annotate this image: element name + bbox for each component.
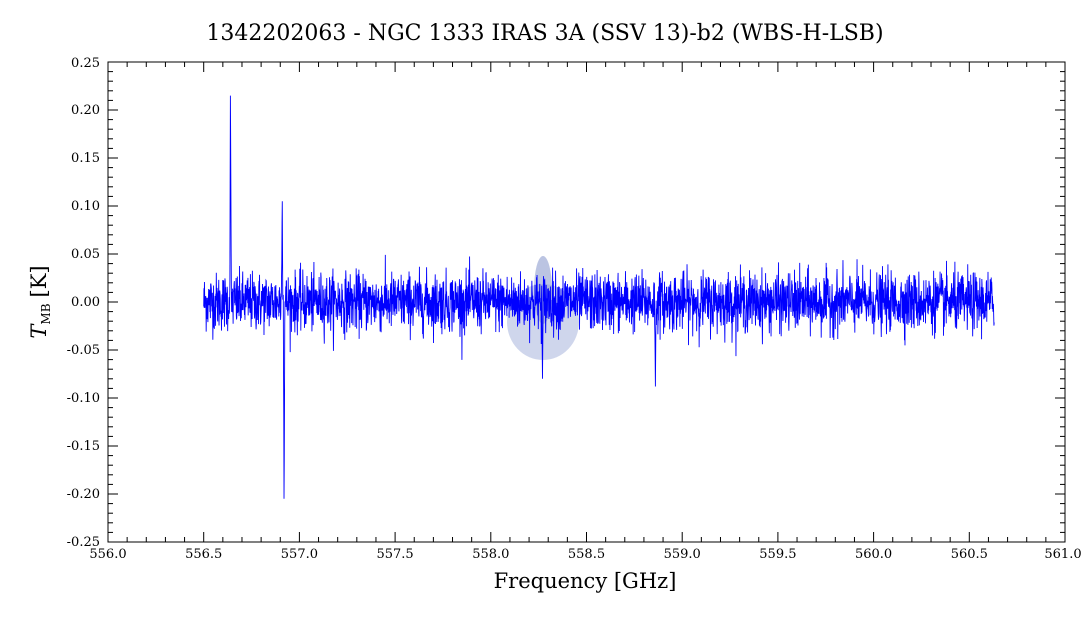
y-tick-label: -0.20 [67,487,100,502]
chart-title: 1342202063 - NGC 1333 IRAS 3A (SSV 13)-b… [206,21,883,46]
x-axis-label: Frequency [GHz] [494,569,677,593]
x-tick-labels: 556.0 556.5 557.0 557.5 558.0 558.5 559.… [89,547,1081,562]
x-tick-label: 560.0 [855,547,892,562]
x-tick-label: 558.0 [472,547,509,562]
x-tick-label: 558.5 [568,547,605,562]
spectrum-layer [203,95,995,499]
y-tick-label: 0.00 [71,295,100,310]
svg-text:TMB[K]: TMB [K] [27,265,53,338]
y-tick-label: -0.05 [67,343,100,358]
y-tick-labels: -0.25 -0.20 -0.15 -0.10 -0.05 0.00 0.05 … [67,56,100,550]
y-axis-label-sub: MB [39,303,53,324]
y-axis-label-main: T [27,323,51,339]
y-tick-label: 0.05 [71,247,100,262]
y-tick-label: 0.20 [71,103,100,118]
y-tick-label: 0.15 [71,151,100,166]
x-tick-label: 560.5 [951,547,988,562]
x-tick-label: 561.0 [1044,547,1081,562]
y-tick-label: -0.10 [67,391,100,406]
y-tick-label: -0.25 [67,535,100,550]
x-tick-label: 557.0 [281,547,318,562]
spectrum-line [203,95,995,499]
tick-marks [107,61,1066,543]
x-tick-label: 557.5 [376,547,413,562]
x-tick-label: 559.0 [664,547,701,562]
y-tick-label: 0.25 [71,56,100,71]
x-tick-label: 559.5 [759,547,796,562]
x-tick-label: 556.5 [185,547,222,562]
y-axis-label-unit: [K] [27,265,51,297]
y-tick-label: 0.10 [71,199,100,214]
y-tick-label: -0.15 [67,439,100,454]
x-tick-label: 556.0 [89,547,126,562]
y-axis-label: TMB [K] [27,265,53,338]
